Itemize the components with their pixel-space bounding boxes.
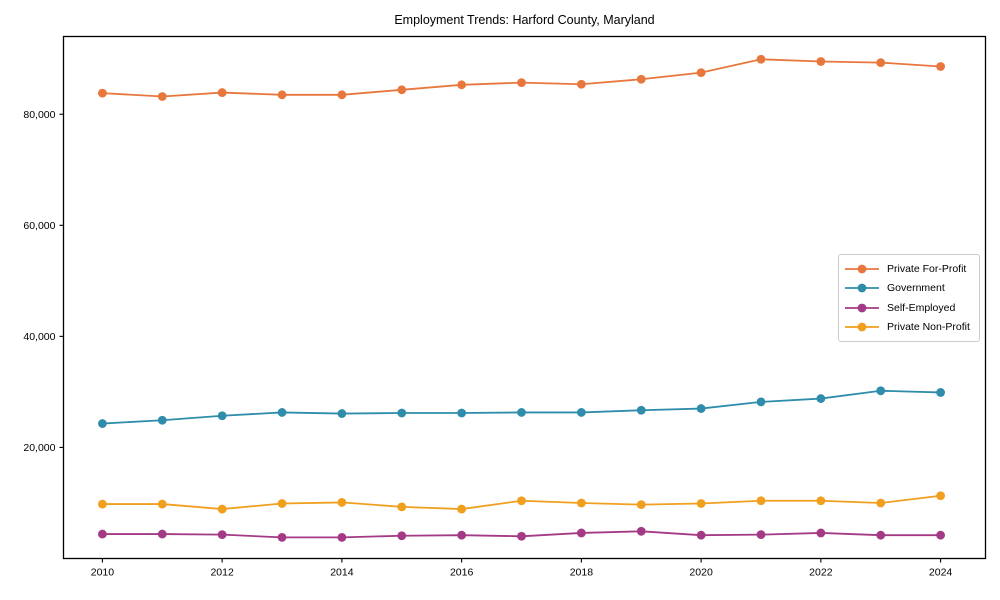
- data-point-private-non-profit: [397, 502, 407, 512]
- legend: Private For-Profit Government Self-Employe…: [838, 254, 980, 342]
- legend-label: Self-Employed: [887, 301, 956, 314]
- data-point-government: [936, 388, 945, 397]
- legend-item-private-non-profit: Private Non-Profit: [844, 318, 979, 338]
- data-point-self-employed: [98, 529, 107, 539]
- data-point-private-for-profit: [217, 88, 227, 97]
- data-point-self-employed: [756, 530, 766, 540]
- legend-label: Private Non-Profit: [887, 321, 970, 334]
- data-point-private-non-profit: [517, 496, 526, 506]
- legend-marker-government: [845, 283, 879, 293]
- plot-border: [62, 35, 987, 560]
- data-point-government: [696, 404, 706, 413]
- data-point-private-for-profit: [397, 85, 407, 95]
- data-point-private-non-profit: [157, 499, 167, 509]
- data-point-self-employed: [876, 530, 886, 540]
- x-tick-label: 2016: [450, 567, 474, 579]
- y-tick-label: 40,000: [23, 331, 55, 343]
- data-point-private-for-profit: [636, 74, 646, 84]
- series-line-government: [102, 389, 941, 425]
- legend-label: Government: [887, 282, 945, 295]
- data-point-private-for-profit: [517, 78, 526, 87]
- data-point-private-non-profit: [337, 498, 347, 507]
- data-point-government: [756, 397, 766, 407]
- legend-marker-self-employed: [845, 303, 879, 313]
- data-point-private-non-profit: [277, 499, 287, 508]
- data-point-private-for-profit: [98, 88, 107, 98]
- data-point-private-non-profit: [696, 499, 706, 508]
- data-point-government: [277, 408, 287, 417]
- x-tick-label: 2018: [570, 567, 594, 579]
- data-point-self-employed: [277, 532, 287, 542]
- data-point-private-for-profit: [337, 90, 347, 100]
- data-point-private-non-profit: [98, 499, 107, 509]
- data-point-private-non-profit: [457, 504, 467, 514]
- data-point-self-employed: [457, 530, 467, 540]
- data-point-self-employed: [217, 530, 227, 540]
- data-point-self-employed: [696, 530, 706, 540]
- data-point-government: [457, 408, 467, 418]
- data-point-private-for-profit: [756, 54, 766, 64]
- data-point-private-non-profit: [936, 491, 945, 501]
- y-tick-label: 20,000: [23, 442, 55, 454]
- data-point-self-employed: [157, 529, 167, 539]
- x-tick-label: 2024: [929, 567, 953, 579]
- data-point-government: [517, 408, 526, 417]
- x-tick-label: 2012: [210, 567, 234, 579]
- legend-item-self-employed: Self-Employed: [844, 298, 979, 318]
- data-point-private-for-profit: [457, 80, 467, 90]
- legend-item-government: Government: [844, 279, 979, 299]
- data-point-private-non-profit: [756, 496, 766, 506]
- data-point-self-employed: [517, 531, 526, 541]
- data-point-self-employed: [337, 532, 347, 542]
- data-point-private-non-profit: [217, 504, 227, 514]
- data-point-private-for-profit: [576, 79, 586, 89]
- legend-item-private-for-profit: Private For-Profit: [844, 259, 979, 279]
- legend-marker-private-non-profit: [845, 322, 879, 332]
- data-point-private-non-profit: [576, 498, 586, 508]
- chart-title: Employment Trends: Harford County, Maryl…: [394, 13, 655, 27]
- data-point-self-employed: [636, 526, 646, 536]
- data-point-government: [98, 419, 107, 428]
- data-point-private-non-profit: [816, 496, 826, 506]
- data-point-private-for-profit: [936, 62, 945, 71]
- data-point-private-for-profit: [816, 57, 826, 66]
- x-tick-label: 2010: [91, 567, 115, 579]
- data-point-self-employed: [816, 528, 826, 538]
- data-point-government: [397, 408, 407, 418]
- data-point-government: [337, 409, 347, 418]
- data-point-self-employed: [936, 530, 945, 540]
- data-point-government: [816, 394, 826, 403]
- data-point-government: [157, 415, 167, 425]
- data-point-private-for-profit: [876, 58, 886, 67]
- x-tick-label: 2022: [809, 567, 833, 579]
- y-tick-label: 80,000: [23, 109, 55, 121]
- data-point-self-employed: [397, 531, 407, 541]
- data-point-government: [636, 405, 646, 415]
- series-line-private-for-profit: [102, 58, 941, 98]
- x-tick-label: 2014: [330, 567, 354, 579]
- data-point-government: [576, 408, 586, 417]
- data-point-private-non-profit: [636, 500, 646, 510]
- x-tick-label: 2020: [689, 567, 713, 579]
- data-point-private-for-profit: [696, 68, 706, 77]
- data-point-private-non-profit: [876, 498, 886, 508]
- y-tick-label: 60,000: [23, 220, 55, 232]
- data-point-government: [217, 411, 227, 421]
- data-point-self-employed: [576, 528, 586, 538]
- data-point-private-for-profit: [157, 92, 167, 101]
- legend-marker-private-for-profit: [845, 264, 879, 274]
- data-point-government: [876, 386, 886, 396]
- data-point-private-for-profit: [277, 90, 287, 100]
- legend-label: Private For-Profit: [887, 262, 967, 275]
